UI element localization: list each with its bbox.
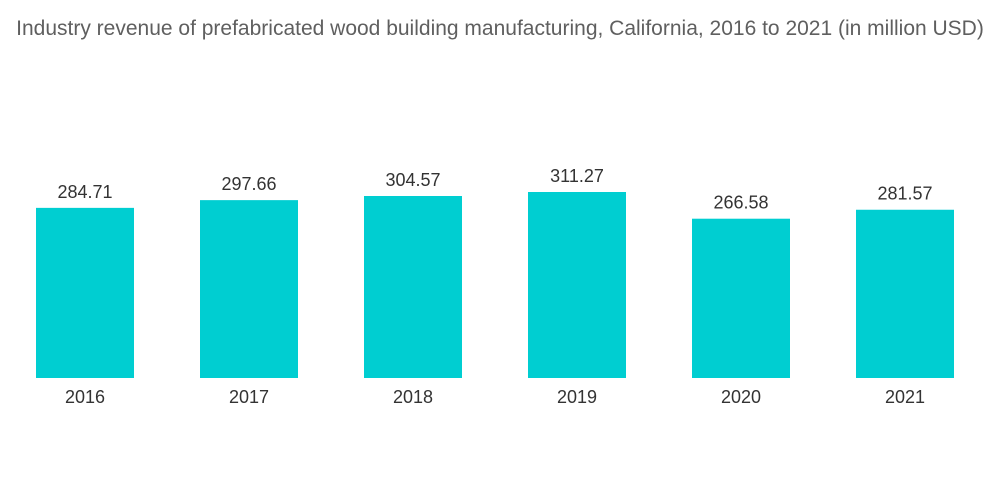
x-axis-tick-labels: 2016 2017 2018 2019 2020 2021 bbox=[65, 387, 925, 407]
x-tick-label-2018: 2018 bbox=[393, 387, 433, 407]
x-tick-label-2020: 2020 bbox=[721, 387, 761, 407]
bar-2018 bbox=[364, 196, 462, 378]
value-label-2018: 304.57 bbox=[385, 170, 440, 190]
value-label-2019: 311.27 bbox=[550, 166, 604, 186]
bar-2021 bbox=[856, 209, 954, 378]
x-tick-label-2021: 2021 bbox=[885, 387, 925, 407]
value-label-2021: 281.57 bbox=[877, 184, 932, 204]
bar-2019 bbox=[528, 192, 626, 378]
chart-title: Industry revenue of prefabricated wood b… bbox=[16, 17, 984, 40]
x-tick-label-2017: 2017 bbox=[229, 387, 269, 407]
value-label-2017: 297.66 bbox=[221, 174, 276, 194]
bar-2020 bbox=[692, 218, 790, 378]
value-label-2016: 284.71 bbox=[57, 182, 112, 202]
value-labels-layer: 284.71 297.66 304.57 311.27 266.58 281.57 bbox=[57, 166, 932, 213]
value-label-2020: 266.58 bbox=[713, 193, 768, 213]
bar-2016 bbox=[36, 207, 134, 378]
bar-2017 bbox=[200, 200, 298, 378]
x-tick-label-2016: 2016 bbox=[65, 387, 105, 407]
x-tick-label-2019: 2019 bbox=[557, 387, 597, 407]
bars-layer bbox=[36, 192, 954, 378]
